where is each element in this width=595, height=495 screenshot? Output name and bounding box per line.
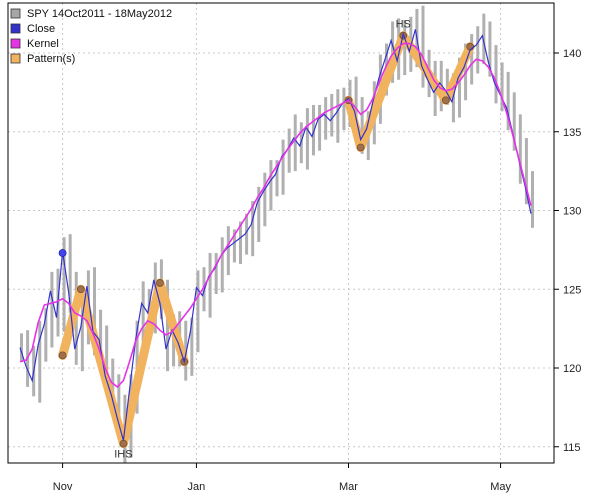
legend-swatch [10,38,21,49]
annotation-hs: HS [396,19,411,31]
y-tick-label: 120 [563,363,581,375]
y-tick-label: 125 [563,284,581,296]
x-tick-label: Mar [339,481,358,493]
x-tick-label: Nov [53,481,73,493]
pattern-point [356,143,365,152]
legend-swatch [10,8,21,19]
annotation-ihs: IHS [114,449,132,461]
plot-frame [7,2,555,464]
pattern-point [119,439,128,448]
x-axis: Nov Jan Mar May [53,463,511,493]
legend-label: SPY 14Oct2011 - 18May2012 [27,8,172,20]
pattern-point [441,96,450,105]
y-tick-label: 135 [563,127,581,139]
pattern-point [76,285,85,294]
legend-label: Kernel [27,38,59,50]
legend-label: Pattern(s) [27,53,75,65]
legend: SPY 14Oct2011 - 18May2012 Close Kernel Patt… [10,8,172,65]
legend-swatch [10,53,21,64]
x-tick-label: Jan [188,481,206,493]
pattern-point [156,279,164,287]
y-axis: 115 120 125 130 135 140 [554,48,581,454]
legend-swatch [10,23,21,34]
y-tick-label: 130 [563,206,581,218]
y-tick-label: 140 [563,48,581,60]
legend-label: Close [27,23,55,35]
y-tick-label: 115 [563,442,581,454]
markers [58,249,67,257]
x-tick-label: May [490,481,511,493]
pattern-annotations: IHS HS [114,19,411,461]
series-lines [19,29,532,441]
close-marker [58,249,67,257]
pattern-point [58,351,67,360]
series-kernel-line [19,42,532,388]
